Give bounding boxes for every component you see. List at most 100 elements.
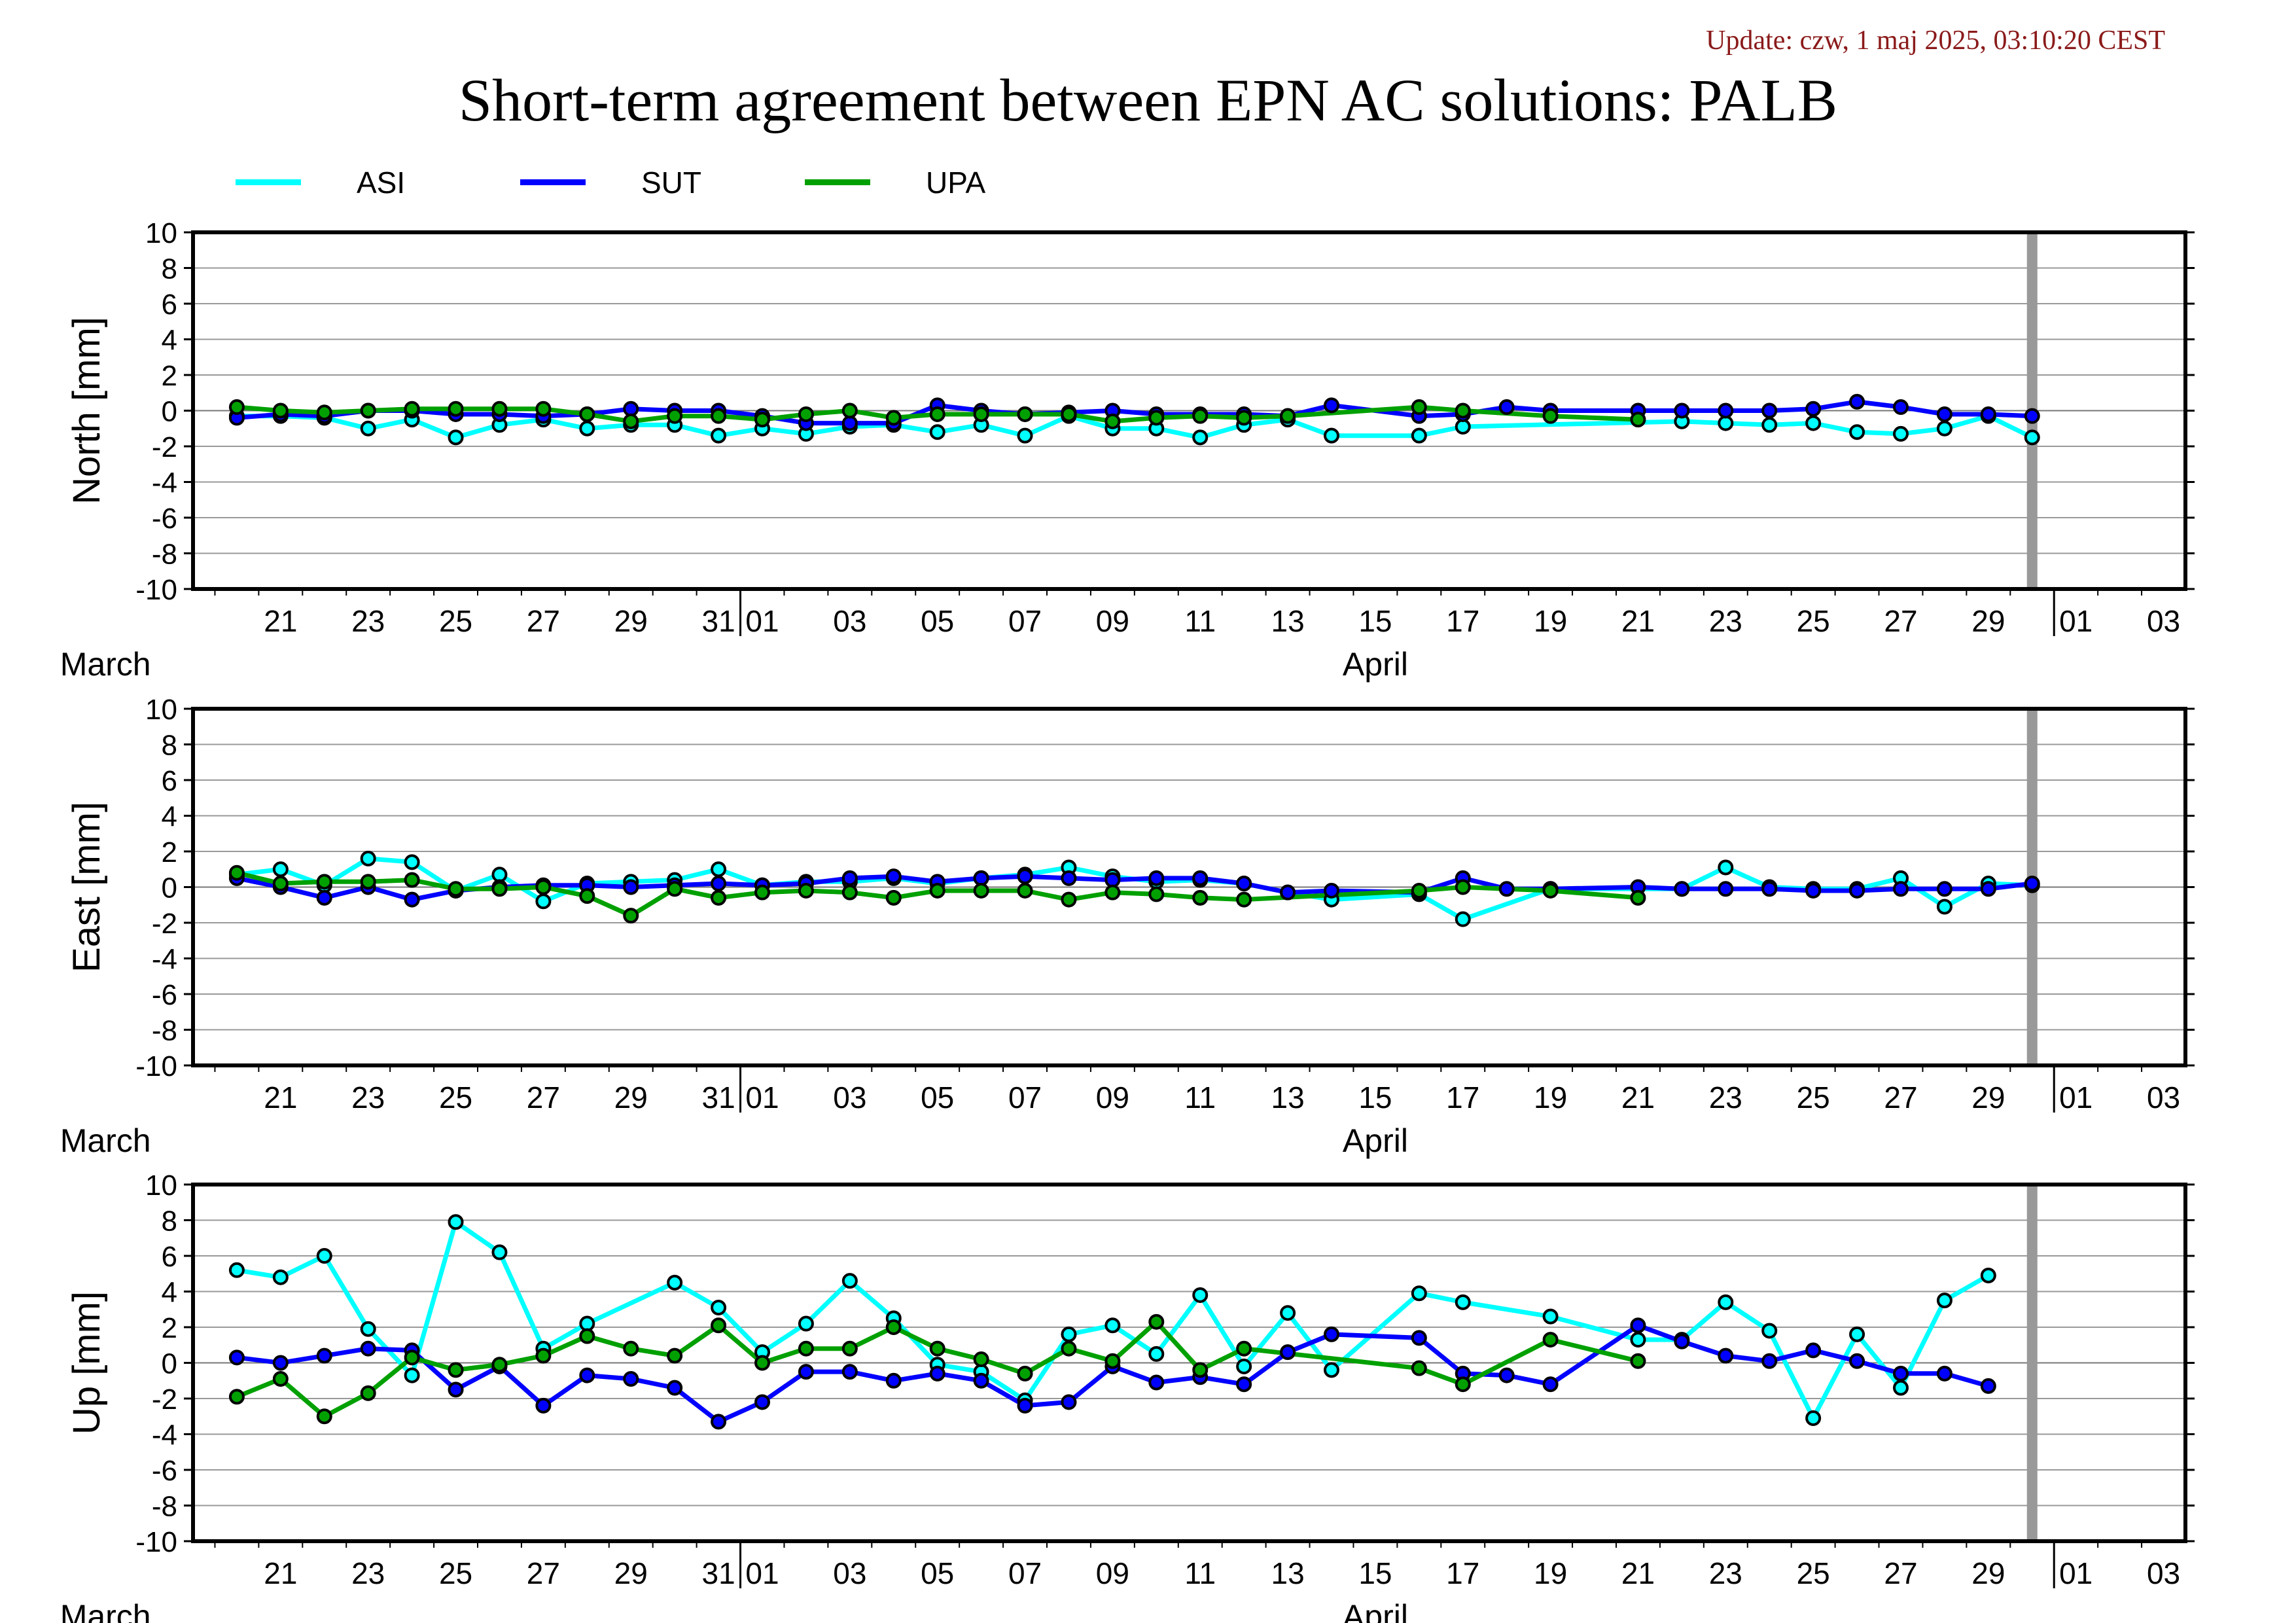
y-tick-label: 0 (162, 872, 177, 904)
data-point-upa (1236, 891, 1252, 908)
x-tick-label: 03 (833, 1080, 866, 1115)
data-point-sut (1280, 884, 1296, 901)
y-tick-label: -6 (152, 979, 177, 1011)
data-point-upa (1280, 408, 1296, 424)
data-point-upa (1630, 412, 1646, 428)
x-tick-label: 03 (833, 604, 866, 638)
data-point-asi (228, 1262, 245, 1278)
x-tick-label: 07 (1008, 1556, 1042, 1590)
x-tick-label: 25 (439, 1556, 472, 1590)
data-point-sut (1498, 1367, 1515, 1383)
data-point-sut (535, 1397, 552, 1414)
data-point-asi (1936, 420, 1952, 437)
x-tick-label: 11 (1184, 1556, 1216, 1590)
data-point-sut (579, 1367, 595, 1383)
data-point-sut (228, 1349, 245, 1366)
x-tick-label: 25 (1797, 1080, 1830, 1115)
data-point-sut (1805, 1342, 1822, 1359)
data-point-upa (1104, 1353, 1121, 1369)
data-point-sut (1849, 1353, 1865, 1369)
data-point-upa (798, 1340, 814, 1357)
data-point-sut (1498, 881, 1515, 897)
y-tick-label: 8 (162, 253, 177, 285)
data-point-upa (1411, 399, 1427, 416)
y-tick-label: 0 (162, 396, 177, 428)
data-point-sut (623, 879, 639, 895)
data-point-upa (1061, 1340, 1077, 1357)
y-tick-label: -8 (152, 539, 177, 571)
x-tick-label: 29 (1971, 604, 2005, 638)
data-point-sut (711, 1414, 727, 1430)
x-tick-label: 29 (614, 604, 648, 638)
x-tick-label: 17 (1446, 604, 1479, 638)
x-tick-label: 13 (1271, 604, 1304, 638)
x-tick-label: 21 (264, 1080, 297, 1115)
data-point-upa (841, 884, 858, 901)
page-title: Short-term agreement between EPN AC solu… (458, 67, 1838, 134)
legend-label-asi: ASI (357, 166, 406, 200)
data-point-upa (623, 908, 639, 924)
x-tick-label: 29 (614, 1556, 648, 1590)
x-tick-label: 11 (1184, 1080, 1216, 1115)
data-point-upa (711, 408, 727, 424)
data-point-sut (316, 889, 332, 906)
data-point-upa (316, 404, 332, 421)
data-point-asi (1718, 415, 1734, 431)
y-tick-label: -4 (152, 1419, 177, 1452)
data-point-sut (1718, 1347, 1734, 1364)
x-tick-label: 21 (1621, 604, 1655, 638)
y-axis-label: North [mm] (65, 317, 108, 505)
x-tick-label: 05 (921, 1080, 954, 1115)
data-point-sut (841, 415, 858, 431)
data-point-asi (1849, 1326, 1865, 1342)
data-point-upa (1061, 891, 1077, 908)
data-point-sut (1674, 1333, 1690, 1349)
data-point-upa (754, 1355, 770, 1371)
data-point-sut (1324, 1326, 1339, 1342)
y-tick-label: -2 (152, 431, 177, 463)
data-point-sut (1805, 882, 1822, 899)
y-tick-label: -10 (135, 1050, 177, 1082)
x-tick-label: 17 (1446, 1556, 1479, 1590)
data-point-upa (1455, 402, 1471, 419)
data-point-upa (667, 408, 683, 424)
data-point-asi (1761, 1323, 1778, 1339)
data-point-asi (1455, 419, 1471, 435)
x-tick-label: 07 (1008, 604, 1042, 638)
data-point-asi (1718, 859, 1734, 876)
data-point-sut (1893, 881, 1909, 897)
y-tick-label: 4 (162, 1277, 177, 1309)
data-point-upa (754, 884, 770, 901)
x-tick-label: 03 (2147, 1556, 2180, 1590)
data-point-sut (1148, 870, 1165, 886)
legend-swatch-asi (236, 179, 301, 185)
data-point-sut (1061, 1394, 1077, 1410)
x-tick-label: 01 (2059, 1556, 2093, 1590)
data-point-sut (360, 1340, 376, 1357)
data-point-sut (1718, 881, 1734, 897)
data-point-upa (228, 399, 245, 416)
data-point-upa (798, 406, 814, 422)
data-point-asi (1411, 1285, 1427, 1302)
data-point-asi (1805, 415, 1822, 431)
y-tick-label: 6 (162, 1241, 177, 1273)
data-point-asi (1455, 1294, 1471, 1310)
data-point-sut (1980, 1378, 1996, 1394)
data-point-upa (448, 881, 464, 897)
x-tick-label: 25 (439, 1080, 472, 1115)
data-point-asi (316, 1248, 332, 1264)
data-point-asi (1805, 1410, 1822, 1426)
x-tick-label: 29 (1971, 1080, 2005, 1115)
data-point-upa (929, 406, 945, 422)
data-point-asi (1324, 1362, 1339, 1378)
y-tick-label: 8 (162, 730, 177, 762)
data-point-upa (1630, 889, 1646, 906)
data-point-upa (1148, 1313, 1165, 1330)
data-point-sut (1849, 882, 1865, 899)
data-point-asi (491, 1244, 508, 1260)
x-tick-label: 27 (527, 604, 560, 638)
x-tick-label: 27 (527, 1556, 560, 1590)
data-point-asi (841, 1273, 858, 1289)
x-tick-label: 15 (1358, 1556, 1392, 1590)
x-tick-label: 21 (264, 604, 297, 638)
